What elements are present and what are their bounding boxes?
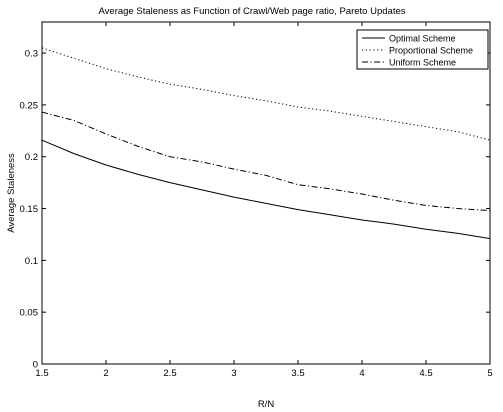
- legend-label: Optimal Scheme: [389, 34, 456, 44]
- series-line-optimal-scheme: [41, 139, 491, 240]
- legend-label: Uniform Scheme: [389, 58, 456, 68]
- chart-title: Average Staleness as Function of Crawl/W…: [99, 6, 406, 17]
- legend: Optimal Scheme Proportional Scheme Uniform…: [356, 29, 489, 70]
- y-tick-label: 0.1: [25, 256, 38, 267]
- x-tick-label: 1.5: [35, 368, 48, 379]
- plot-area: [41, 21, 491, 365]
- series-line-uniform-scheme: [41, 111, 491, 212]
- x-tick-label: 2.5: [163, 368, 176, 379]
- y-tick-label: 0.25: [20, 100, 39, 111]
- series-lines: [41, 47, 491, 240]
- x-tick-label: 4.5: [419, 368, 432, 379]
- x-axis-label: R/N: [258, 399, 275, 410]
- y-axis-label: Average Staleness: [6, 153, 17, 233]
- x-tick-label: 2: [103, 368, 108, 379]
- legend-items: Optimal Scheme Proportional Scheme Uniform…: [362, 34, 473, 68]
- y-tick-label: 0.15: [20, 204, 39, 215]
- y-tick-label: 0.05: [20, 308, 39, 319]
- y-tick-label: 0.2: [25, 152, 38, 163]
- axis-ticks: 1.5 2 2.5 3 3.5 4 4.5 5 0 0.05 0.1 0.15 0.2 0.25 0.3: [20, 22, 493, 379]
- x-tick-label: 3.5: [291, 368, 304, 379]
- y-tick-label: 0.3: [25, 49, 38, 60]
- y-tick-label: 0: [33, 360, 38, 371]
- x-tick-label: 3: [231, 368, 236, 379]
- legend-label: Proportional Scheme: [389, 46, 473, 56]
- x-tick-label: 5: [487, 368, 492, 379]
- x-tick-label: 4: [359, 368, 364, 379]
